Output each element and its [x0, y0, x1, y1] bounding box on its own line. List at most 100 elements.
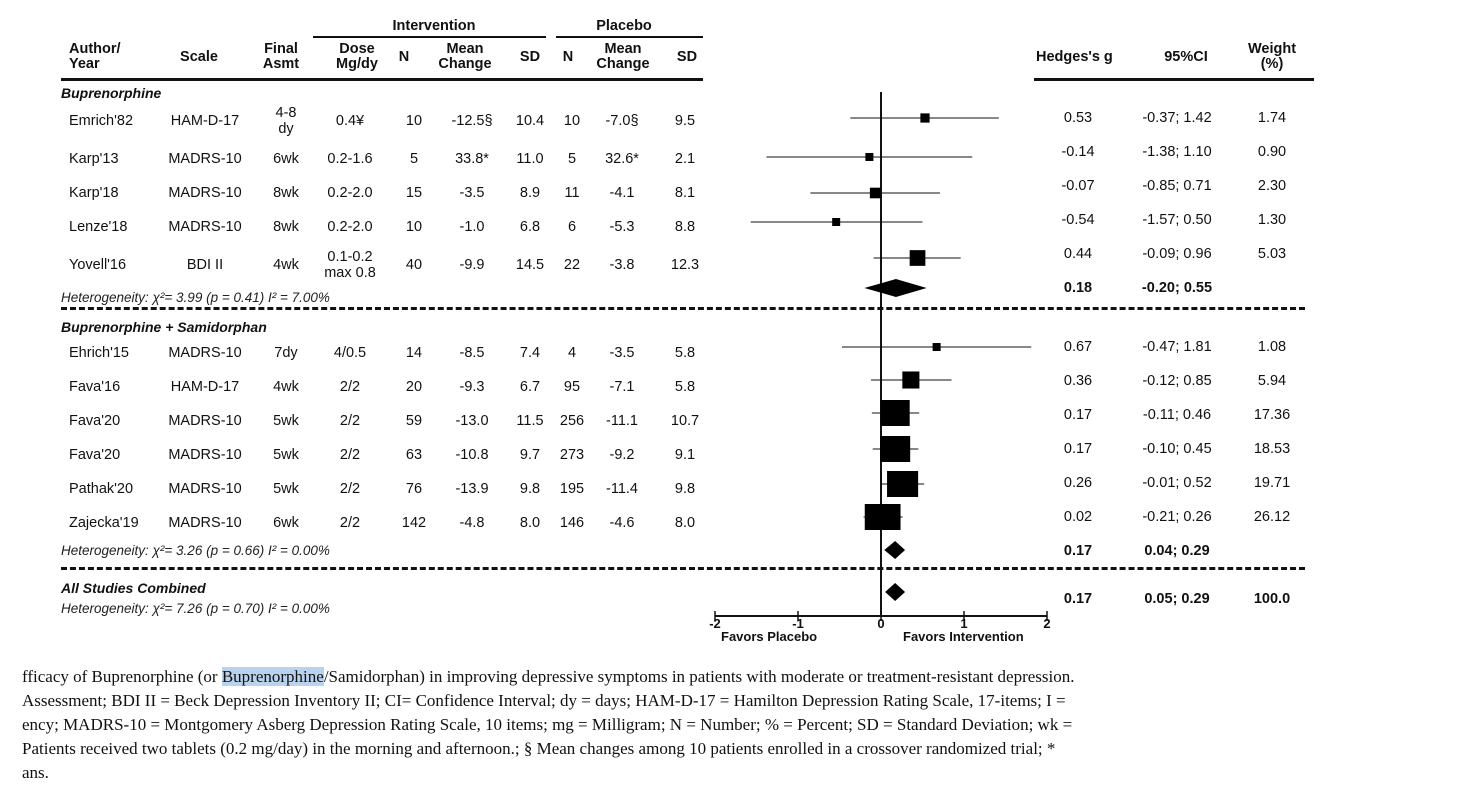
placebo-header-rule — [556, 36, 703, 38]
study-sd-placebo: 5.8 — [674, 379, 696, 395]
study-mean-change-placebo: -7.0§ — [605, 113, 639, 129]
study-mean-change-placebo: -11.1 — [606, 413, 638, 429]
effect-marker — [932, 343, 941, 351]
pooled-ci-buprenorphine: -0.20; 0.55 — [1141, 280, 1213, 296]
effect-marker — [887, 471, 919, 497]
col-final-asmt: Final Asmt — [262, 41, 300, 73]
col-weight: Weight (%) — [1247, 41, 1297, 73]
study-author: Emrich'82 — [69, 113, 134, 129]
study-sd-placebo: 5.8 — [674, 345, 696, 361]
study-dose: 4/0.5 — [333, 345, 367, 361]
effect-marker — [864, 504, 901, 530]
intervention-header: Intervention — [392, 18, 476, 34]
study-author: Fava'16 — [69, 379, 121, 395]
study-n-intervention: 59 — [405, 413, 423, 429]
study-n-intervention: 15 — [405, 185, 423, 201]
x-axis-tick-label: -1 — [792, 616, 804, 631]
study-weight: 1.08 — [1257, 339, 1287, 355]
study-scale: HAM-D-17 — [170, 379, 240, 395]
study-hedges-g: -0.07 — [1061, 178, 1095, 194]
section-title-buprenorphine: Buprenorphine — [61, 85, 162, 101]
study-n-intervention: 142 — [401, 515, 427, 531]
section-title-all-studies: All Studies Combined — [61, 580, 206, 596]
study-hedges-g: 0.02 — [1063, 509, 1093, 525]
study-sd-placebo: 2.1 — [674, 151, 696, 167]
study-sd-placebo: 12.3 — [670, 257, 700, 273]
effect-marker — [920, 113, 930, 123]
pooled-diamond — [864, 279, 927, 297]
study-sd-intervention: 8.0 — [519, 515, 541, 531]
results-header-rule — [1034, 78, 1314, 81]
study-dose: 0.4¥ — [335, 113, 365, 129]
section-title-buprenorphine-samidorphan: Buprenorphine + Samidorphan — [61, 319, 267, 335]
study-ci: -0.11; 0.46 — [1142, 407, 1212, 423]
study-n-placebo: 6 — [567, 219, 577, 235]
study-scale: MADRS-10 — [168, 345, 242, 361]
effect-marker — [880, 400, 910, 426]
study-hedges-g: 0.67 — [1063, 339, 1093, 355]
effect-marker — [909, 250, 926, 266]
study-weight: 1.30 — [1257, 212, 1287, 228]
col-sd-placebo: SD — [676, 49, 698, 65]
study-scale: MADRS-10 — [168, 481, 242, 497]
study-author: Fava'20 — [69, 413, 121, 429]
caption-line-3: ency; MADRS-10 = Montgomery Asberg Depre… — [22, 715, 1073, 734]
study-ci: -0.37; 1.42 — [1142, 110, 1212, 126]
col-hedges-g: Hedges's g — [1036, 49, 1113, 65]
study-sd-intervention: 6.7 — [519, 379, 541, 395]
study-ci: -0.21; 0.26 — [1142, 509, 1212, 525]
study-dose: 2/2 — [339, 515, 361, 531]
study-mean-change-placebo: -7.1 — [609, 379, 635, 395]
study-scale: MADRS-10 — [168, 185, 242, 201]
combined-ci: 0.05; 0.29 — [1144, 591, 1210, 607]
study-weight: 1.74 — [1257, 110, 1287, 126]
pooled-diamond — [884, 541, 906, 559]
study-sd-intervention: 9.7 — [519, 447, 541, 463]
caption-line-2: Assessment; BDI II = Beck Depression Inv… — [22, 691, 1066, 710]
study-dose: 2/2 — [339, 481, 361, 497]
caption-line-4: Patients received two tablets (0.2 mg/da… — [22, 739, 1056, 758]
col-author-year: Author/Year — [69, 41, 121, 73]
col-mean-change-placebo: Mean Change — [596, 41, 650, 73]
study-n-placebo: 11 — [564, 185, 580, 201]
study-mean-change-intervention: -8.5 — [459, 345, 485, 361]
effect-marker — [865, 153, 874, 161]
study-hedges-g: 0.36 — [1063, 373, 1093, 389]
col-dose: Dose Mg/dy — [336, 41, 378, 73]
col-95ci: 95%CI — [1164, 49, 1208, 65]
study-dose: 0.2-2.0 — [327, 185, 373, 201]
section-divider — [61, 567, 1305, 570]
study-mean-change-intervention: -12.5§ — [451, 113, 493, 129]
study-dose: 2/2 — [339, 379, 361, 395]
study-mean-change-intervention: -4.8 — [459, 515, 485, 531]
study-sd-placebo: 9.5 — [674, 113, 696, 129]
x-axis-tick-label: 0 — [877, 616, 884, 631]
study-mean-change-placebo: -3.5 — [609, 345, 635, 361]
study-scale: BDI II — [186, 257, 224, 273]
study-sd-placebo: 8.1 — [674, 185, 696, 201]
effect-marker — [902, 371, 920, 389]
study-n-placebo: 10 — [563, 113, 581, 129]
study-n-placebo: 5 — [567, 151, 577, 167]
study-hedges-g: 0.53 — [1063, 110, 1093, 126]
table-header-rule — [61, 78, 703, 81]
col-n-intervention: N — [398, 49, 410, 65]
study-asmt: 6wk — [273, 151, 299, 167]
pooled-g-buprenorphine: 0.18 — [1063, 280, 1093, 296]
col-n-placebo: N — [562, 49, 574, 65]
study-asmt: 5wk — [273, 447, 299, 463]
study-mean-change-intervention: -9.9 — [459, 257, 485, 273]
study-sd-placebo: 9.8 — [674, 481, 696, 497]
study-sd-intervention: 11.5 — [516, 413, 544, 429]
section-divider — [61, 307, 1305, 310]
combined-weight: 100.0 — [1253, 591, 1291, 607]
study-n-placebo: 273 — [559, 447, 585, 463]
study-mean-change-placebo: -5.3 — [609, 219, 635, 235]
effect-marker — [869, 187, 881, 199]
study-author: Zajecka'19 — [69, 515, 139, 531]
study-sd-intervention: 6.8 — [519, 219, 541, 235]
forest-plot: -2 -1 0 1 2 — [709, 92, 1051, 631]
study-mean-change-intervention: -13.0 — [455, 413, 489, 429]
favors-placebo-label: Favors Placebo — [721, 629, 818, 644]
study-scale: MADRS-10 — [168, 515, 242, 531]
